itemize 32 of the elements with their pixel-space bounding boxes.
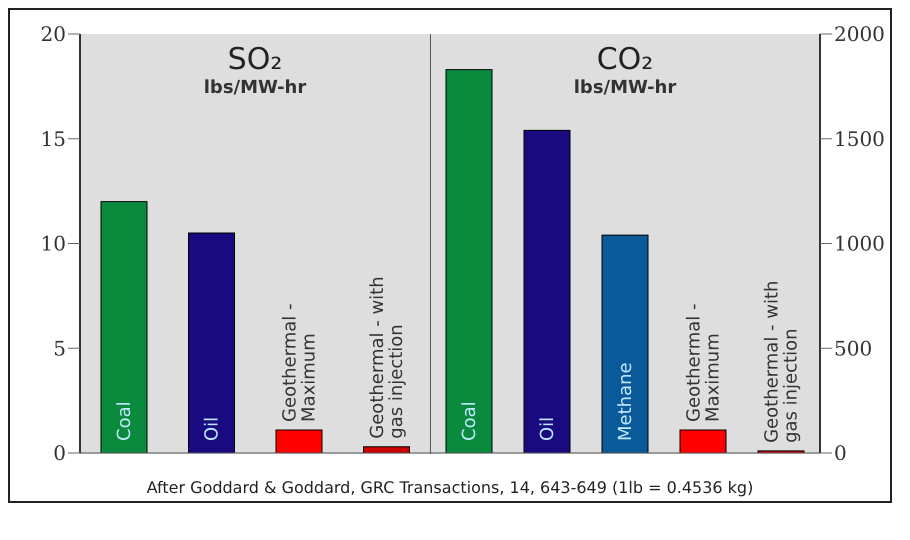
text: lbs/MW-hr xyxy=(572,77,678,98)
y-tick-label: 0 xyxy=(53,441,66,466)
y-tick-label: 15 xyxy=(40,126,66,151)
bar xyxy=(276,429,322,453)
y-tick-label: 10 xyxy=(40,232,66,256)
x-tick-label: Geothermal - Maximum xyxy=(684,304,724,422)
bar xyxy=(602,234,648,453)
bar xyxy=(100,201,148,453)
x-tick-label: Geothermal - with gas injection xyxy=(367,276,407,439)
y-tick-label: 0 xyxy=(834,441,847,466)
x-tick-label: Geothermal - with gas injection xyxy=(762,280,802,443)
text: lbs/MW-hr xyxy=(202,77,308,98)
bar xyxy=(446,69,492,453)
y-tick-label: 1000 xyxy=(834,232,885,256)
text: After Goddard & Goddard, GRC Transactions, 14, 643-649 (1lb = 0.4536 kg) xyxy=(146,478,754,497)
x-tick-label: Geothermal - Maximum xyxy=(280,304,320,422)
bar xyxy=(363,446,410,453)
y-tick-label: 20 xyxy=(40,22,66,46)
chart-title: CO₂ xyxy=(596,42,654,77)
chart-title: SO₂ xyxy=(226,42,284,77)
bar xyxy=(188,232,235,453)
bar xyxy=(680,429,726,453)
x-tick-label: Methane xyxy=(615,362,636,441)
y-tick-label: 2000 xyxy=(834,22,885,46)
x-tick-label: Oil xyxy=(537,416,558,441)
y-tick-label: 5 xyxy=(53,336,66,360)
x-tick-label: Oil xyxy=(202,416,222,441)
y-tick-label: 1500 xyxy=(834,126,885,151)
x-tick-label: Coal xyxy=(114,401,135,441)
y-tick-label: 500 xyxy=(834,336,872,360)
bar xyxy=(524,130,570,453)
x-tick-label: Coal xyxy=(459,401,480,441)
